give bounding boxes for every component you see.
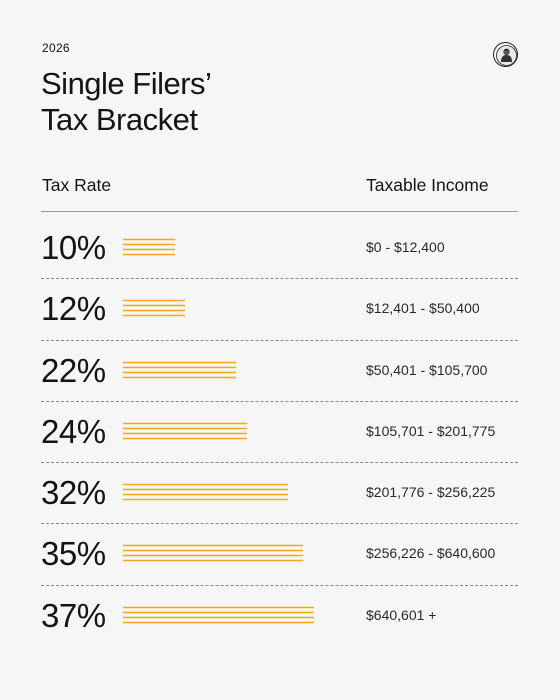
bracket-row: 22% $50,401 - $105,700 — [41, 341, 518, 402]
bracket-row: 35% $256,226 - $640,600 — [41, 524, 518, 586]
rate-bar — [123, 545, 303, 562]
tax-rate-label: 12% — [41, 290, 106, 328]
rate-bar — [123, 238, 175, 256]
tax-rate-label: 35% — [41, 535, 106, 573]
portrait-seal-icon — [493, 42, 518, 67]
rate-bar — [123, 483, 288, 501]
column-header-taxable-income: Taxable Income — [366, 175, 489, 195]
income-range-label: $256,226 - $640,600 — [366, 545, 496, 562]
income-range-label: $50,401 - $105,700 — [366, 361, 488, 378]
bracket-row: 32% $201,776 - $256,225 — [41, 463, 518, 525]
bracket-row: 24% $105,701 - $201,775 — [41, 402, 518, 464]
row-divider — [41, 278, 518, 280]
income-range-label: $0 - $12,400 — [366, 239, 445, 255]
row-divider — [41, 462, 518, 464]
tax-rate-label: 37% — [41, 596, 106, 634]
bracket-row: 37% $640,601 + — [41, 586, 518, 647]
rate-bar — [123, 606, 314, 624]
tax-rate-label: 32% — [41, 474, 106, 512]
title-line-1: Single Filers’ — [41, 66, 212, 101]
header-rule — [41, 211, 518, 212]
row-divider — [41, 400, 518, 402]
tax-rate-label: 24% — [41, 412, 106, 450]
row-divider — [41, 584, 518, 586]
tax-rate-label: 10% — [41, 229, 106, 266]
bracket-row: 10% $0 - $12,400 — [41, 218, 518, 280]
tax-rate-label: 22% — [41, 351, 106, 389]
income-range-label: $640,601 + — [366, 606, 437, 623]
bracket-row: 12% $12,401 - $50,400 — [41, 279, 518, 341]
income-range-label: $201,776 - $256,225 — [366, 484, 496, 501]
rate-bar — [123, 422, 247, 440]
column-header-tax-rate: Tax Rate — [42, 175, 112, 195]
bracket-rows: 10% $0 - $12,400 12% $12,401 - $50,400 22% $5… — [41, 218, 518, 647]
row-divider — [41, 339, 518, 341]
income-range-label: $12,401 - $50,400 — [366, 300, 480, 317]
chart-title: Single Filers’ Tax Bracket — [41, 66, 341, 138]
income-range-label: $105,701 - $201,775 — [366, 422, 496, 439]
title-line-2: Tax Bracket — [41, 102, 198, 137]
rate-bar — [123, 300, 185, 317]
rate-bar — [123, 361, 236, 378]
row-divider — [41, 523, 518, 525]
year-label: 2026 — [42, 41, 70, 55]
